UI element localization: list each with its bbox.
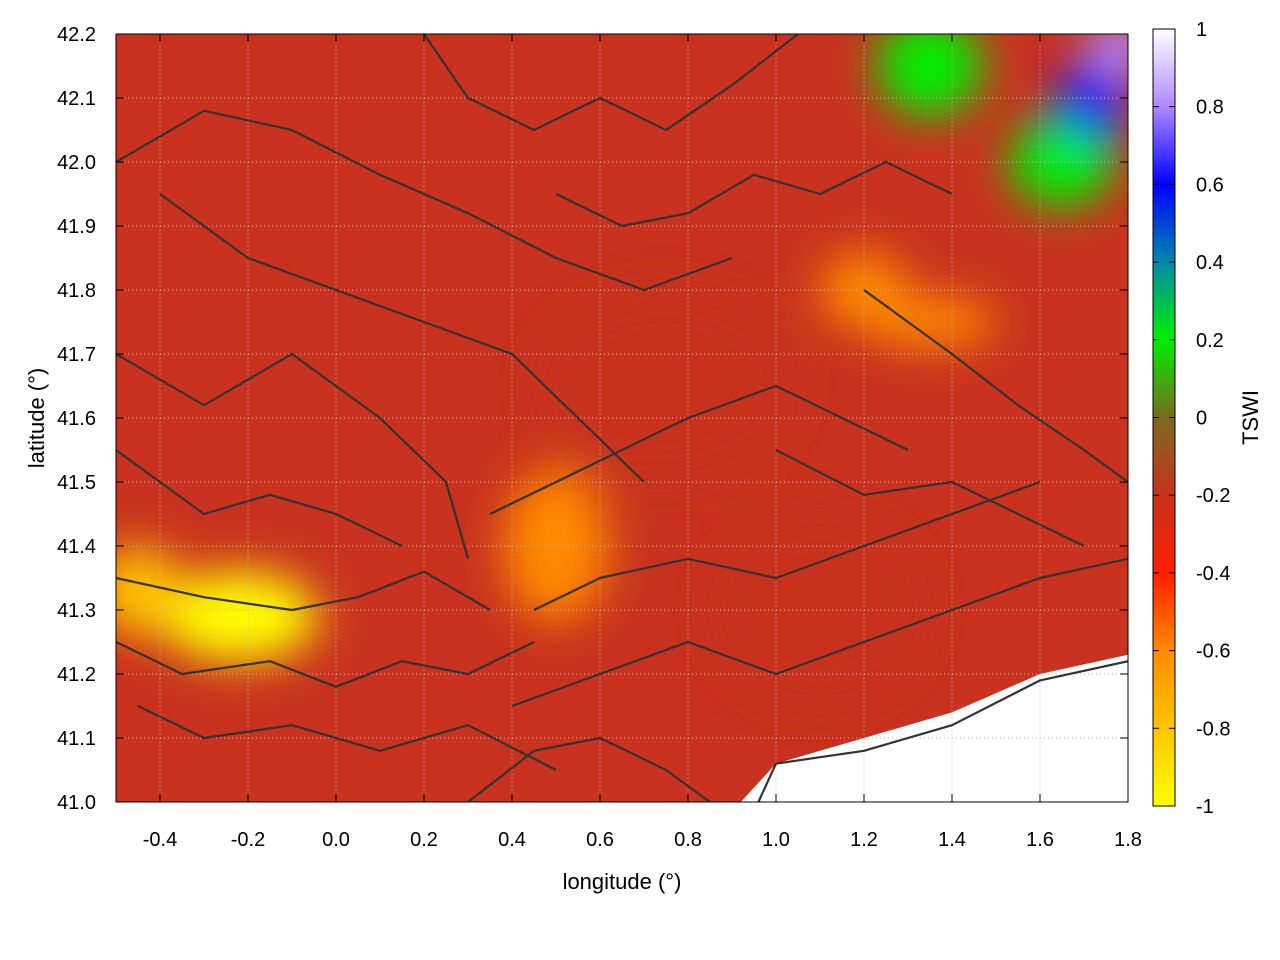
contour-line <box>137 705 557 771</box>
x-tick-label: 1.0 <box>762 829 790 851</box>
colorbar: 1 0.8 0.6 0.4 0.2 0 -0.2 -0.4 -0.6 -0.8 -1 TSWI <box>1152 19 1263 818</box>
contour-line <box>159 193 645 483</box>
colorbar-tick-label: -1 <box>1196 796 1214 818</box>
colorbar-tick-label: -0.2 <box>1196 485 1230 507</box>
yellow-dry-patch-west <box>116 546 182 636</box>
contour-line <box>116 570 491 612</box>
x-axis: -0.4 -0.2 0.0 0.2 0.4 0.6 0.8 1.0 1.2 1.4 1.6 1.8 <box>143 34 1142 851</box>
y-tick-label: 41.7 <box>57 344 96 366</box>
contour-lines <box>116 34 1128 802</box>
y-tick-label: 41.3 <box>57 600 96 622</box>
x-tick-label: -0.4 <box>143 829 177 851</box>
contour-line <box>511 557 1128 708</box>
contour-line <box>423 34 799 132</box>
contour-line <box>775 449 1085 547</box>
contour-line <box>116 449 403 547</box>
x-tick-label: 0.4 <box>498 829 526 851</box>
colorbar-tick-label: 1 <box>1196 19 1207 41</box>
x-tick-label: 0.2 <box>410 829 438 851</box>
contour-line <box>533 480 1041 611</box>
colorbar-tick-label: 0.2 <box>1196 330 1224 352</box>
colorbar-ticks: 1 0.8 0.6 0.4 0.2 0 -0.2 -0.4 -0.6 -0.8 -1 <box>1153 19 1230 818</box>
colorbar-tick-label: 0.6 <box>1196 174 1224 196</box>
colorbar-tick-label: -0.4 <box>1196 563 1230 585</box>
colorbar-tick-label: 0 <box>1196 408 1207 430</box>
contour-line <box>467 736 711 802</box>
x-tick-label: 1.2 <box>850 829 878 851</box>
x-tick-label: 0.6 <box>586 829 614 851</box>
y-tick-label: 41.4 <box>57 536 96 558</box>
contour-line <box>116 641 535 688</box>
missing-data-region <box>740 654 1128 802</box>
colorbar-tick-label: 0.8 <box>1196 97 1224 119</box>
green-east <box>1009 117 1115 207</box>
yellow-dry-patch <box>160 571 319 662</box>
colorbar-tick-label: -0.6 <box>1196 641 1230 663</box>
y-tick-label: 42.2 <box>57 24 96 46</box>
contour-line <box>116 352 470 560</box>
x-tick-label: -0.2 <box>231 829 265 851</box>
dark-region-center <box>534 290 798 482</box>
y-axis-title: latitude (°) <box>24 368 49 469</box>
y-tick-label: 41.6 <box>57 408 96 430</box>
x-axis-title: longitude (°) <box>563 869 682 894</box>
x-tick-label: 1.4 <box>938 829 966 851</box>
contour-line <box>863 289 1128 483</box>
colorbar-title: TSWI <box>1238 390 1263 445</box>
orange-band-east <box>864 296 996 348</box>
y-tick-label: 41.1 <box>57 728 96 750</box>
contour-line <box>116 109 733 292</box>
y-axis: 41.0 41.1 41.2 41.3 41.4 41.5 41.6 41.7 41.8 41.9… <box>57 24 1128 814</box>
y-tick-label: 41.2 <box>57 664 96 686</box>
x-tick-label: 1.8 <box>1114 829 1142 851</box>
colorbar-tick-label: 0.4 <box>1196 252 1224 274</box>
y-tick-label: 42.0 <box>57 152 96 174</box>
x-tick-label: 0.0 <box>322 829 350 851</box>
x-tick-label: 0.8 <box>674 829 702 851</box>
y-tick-label: 41.8 <box>57 280 96 302</box>
contour-line <box>555 160 953 228</box>
y-tick-label: 42.1 <box>57 88 96 110</box>
contour-line <box>757 660 1128 802</box>
colorbar-tick-label: -0.8 <box>1196 718 1230 740</box>
green-northeast <box>877 34 983 118</box>
contour-line <box>489 384 909 515</box>
y-tick-label: 41.5 <box>57 472 96 494</box>
y-tick-label: 41.0 <box>57 792 96 814</box>
x-tick-label: 1.6 <box>1026 829 1054 851</box>
plot-area <box>116 34 1128 802</box>
y-tick-label: 41.9 <box>57 216 96 238</box>
purple-corner <box>1088 34 1128 79</box>
